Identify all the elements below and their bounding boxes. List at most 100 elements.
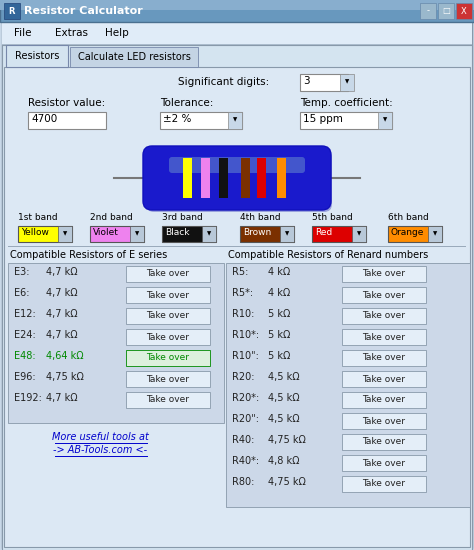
Bar	[342, 287, 426, 303]
Text: 5th band: 5th band	[312, 213, 353, 222]
Text: R20":: R20":	[232, 414, 259, 424]
Bar	[277, 158, 286, 198]
Text: Resistors: Resistors	[15, 51, 59, 61]
Text: Take over: Take over	[146, 395, 190, 404]
Text: 4,8 kΩ: 4,8 kΩ	[268, 456, 300, 466]
Text: Temp. coefficient:: Temp. coefficient:	[300, 98, 393, 108]
Bar	[162, 226, 216, 242]
Bar	[420, 3, 436, 19]
Text: 5 kΩ: 5 kΩ	[268, 330, 291, 340]
FancyBboxPatch shape	[143, 146, 331, 210]
Bar	[0, 0, 474, 10]
Text: E192:: E192:	[14, 393, 42, 403]
Bar	[130, 226, 144, 242]
Text: -> AB-Tools.com <-: -> AB-Tools.com <-	[53, 445, 147, 455]
Text: ▼: ▼	[207, 232, 211, 236]
Bar	[342, 455, 426, 471]
Text: Brown: Brown	[243, 228, 271, 237]
Bar	[126, 266, 210, 282]
Bar	[342, 266, 426, 282]
Bar	[300, 74, 348, 91]
Text: R40*:: R40*:	[232, 456, 259, 466]
Text: Take over: Take over	[146, 290, 190, 300]
Bar	[126, 308, 210, 324]
Bar	[18, 226, 72, 242]
Bar	[219, 158, 228, 198]
Bar	[126, 329, 210, 345]
Bar	[183, 158, 192, 198]
Text: Extras: Extras	[55, 28, 88, 38]
Text: More useful tools at: More useful tools at	[52, 432, 148, 442]
Text: 3: 3	[303, 76, 310, 86]
Text: 4,7 kΩ: 4,7 kΩ	[46, 393, 78, 403]
Text: Calculate LED resistors: Calculate LED resistors	[78, 52, 191, 62]
Text: Take over: Take over	[146, 311, 190, 321]
Text: 4 kΩ: 4 kΩ	[268, 288, 290, 298]
Text: Take over: Take over	[363, 311, 405, 321]
Text: X: X	[461, 7, 467, 15]
Bar	[58, 226, 72, 242]
Text: R10":: R10":	[232, 351, 259, 361]
Text: Take over: Take over	[363, 416, 405, 426]
Text: R40:: R40:	[232, 435, 255, 445]
Bar	[342, 308, 426, 324]
Text: Violet: Violet	[93, 228, 119, 237]
Text: R10*:: R10*:	[232, 330, 259, 340]
Bar	[438, 3, 454, 19]
Text: Tolerance:: Tolerance:	[160, 98, 213, 108]
Text: 4,5 kΩ: 4,5 kΩ	[268, 414, 300, 424]
Bar	[8, 246, 466, 247]
Bar	[342, 434, 426, 450]
Text: 4,75 kΩ: 4,75 kΩ	[268, 435, 306, 445]
Bar	[240, 226, 294, 242]
Text: R20*:: R20*:	[232, 393, 259, 403]
Text: Take over: Take over	[363, 395, 405, 404]
Text: 3rd band: 3rd band	[162, 213, 203, 222]
Text: 4,7 kΩ: 4,7 kΩ	[46, 309, 78, 319]
Bar	[241, 158, 250, 198]
Text: R5*:: R5*:	[232, 288, 253, 298]
Bar	[342, 476, 426, 492]
Text: ▼: ▼	[433, 232, 437, 236]
Text: Take over: Take over	[363, 480, 405, 488]
Bar	[201, 158, 210, 198]
Bar	[300, 112, 392, 129]
Text: 1st band: 1st band	[18, 213, 58, 222]
Bar	[388, 226, 442, 242]
Text: 4,5 kΩ: 4,5 kΩ	[268, 372, 300, 382]
Bar	[342, 371, 426, 387]
Text: R20:: R20:	[232, 372, 255, 382]
Bar	[226, 263, 470, 507]
Text: 4 kΩ: 4 kΩ	[268, 267, 290, 277]
Text: R: R	[9, 7, 15, 15]
Bar	[257, 158, 266, 198]
Bar	[456, 3, 472, 19]
Text: Take over: Take over	[363, 270, 405, 278]
Text: Take over: Take over	[146, 333, 190, 342]
Text: ▼: ▼	[285, 232, 289, 236]
Text: E24:: E24:	[14, 330, 36, 340]
Text: E48:: E48:	[14, 351, 36, 361]
Text: Compatible Resistors of E series: Compatible Resistors of E series	[10, 250, 167, 260]
Text: Black: Black	[165, 228, 190, 237]
Bar	[0, 0, 474, 22]
Text: 6th band: 6th band	[388, 213, 429, 222]
Text: ▼: ▼	[63, 232, 67, 236]
Text: Compatible Resistors of Renard numbers: Compatible Resistors of Renard numbers	[228, 250, 428, 260]
Bar	[378, 112, 392, 129]
Text: ±2 %: ±2 %	[163, 114, 191, 124]
Bar	[342, 350, 426, 366]
Text: ▼: ▼	[345, 80, 349, 85]
Text: Resistor value:: Resistor value:	[28, 98, 105, 108]
Text: 5 kΩ: 5 kΩ	[268, 309, 291, 319]
Text: 4,64 kΩ: 4,64 kΩ	[46, 351, 83, 361]
Text: 4,5 kΩ: 4,5 kΩ	[268, 393, 300, 403]
Text: Red: Red	[315, 228, 332, 237]
Bar	[340, 74, 354, 91]
Text: 4,7 kΩ: 4,7 kΩ	[46, 330, 78, 340]
Text: Take over: Take over	[146, 354, 190, 362]
Text: 15 ppm: 15 ppm	[303, 114, 343, 124]
Bar	[202, 226, 216, 242]
Text: Orange: Orange	[391, 228, 424, 237]
Text: 4,7 kΩ: 4,7 kΩ	[46, 288, 78, 298]
